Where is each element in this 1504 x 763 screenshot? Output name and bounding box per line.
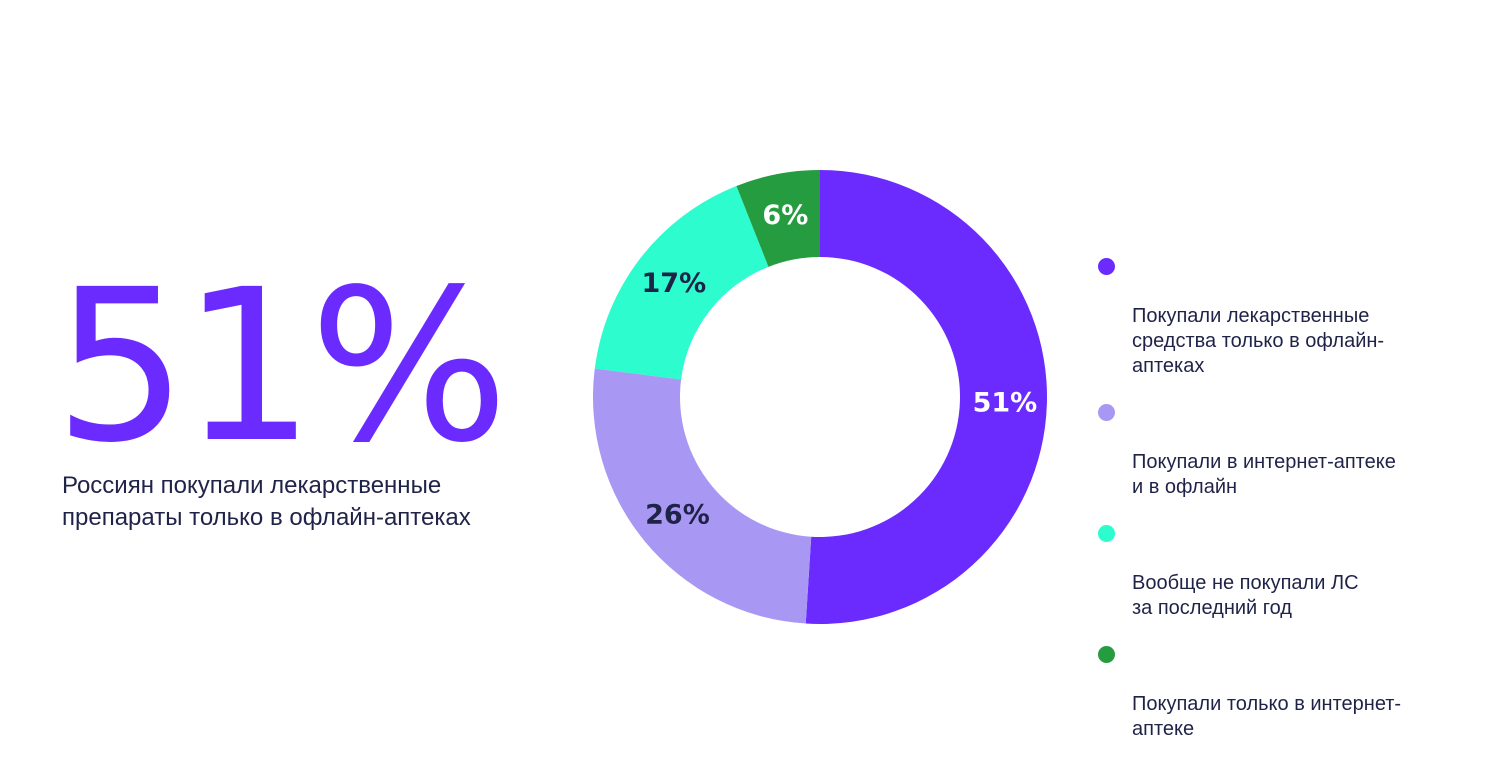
legend-item-offline-only: Покупали лекарственные средства только в… bbox=[1098, 254, 1488, 379]
legend-dot-icon bbox=[1098, 525, 1115, 542]
legend-dot-icon bbox=[1098, 404, 1115, 421]
donut-chart: 51% 26% 17% 6% bbox=[593, 170, 1048, 624]
legend-label: Покупали только в интернет- аптеке bbox=[1132, 693, 1402, 740]
legend-item-online-and-offline: Покупали в интернет-аптеке и в офлайн bbox=[1098, 400, 1488, 500]
slice-label-not-purchased: 17% bbox=[642, 268, 707, 299]
slice-offline-only bbox=[805, 170, 1048, 624]
legend-label: Покупали лекарственные средства только в… bbox=[1132, 305, 1385, 377]
legend-label: Покупали в интернет-аптеке и в офлайн bbox=[1132, 451, 1396, 498]
donut-labels: 51% 26% 17% 6% bbox=[642, 200, 1038, 531]
legend-label: Вообще не покупали ЛС за последний год bbox=[1132, 572, 1359, 619]
legend-dot-icon bbox=[1098, 258, 1115, 275]
legend-item-not-purchased: Вообще не покупали ЛС за последний год bbox=[1098, 521, 1488, 621]
slice-label-online-and-offline: 26% bbox=[645, 499, 710, 530]
legend-dot-icon bbox=[1098, 646, 1115, 663]
slice-online-only bbox=[736, 170, 820, 267]
headline-stat: 51% bbox=[54, 244, 509, 489]
slice-label-offline-only: 51% bbox=[973, 387, 1038, 418]
headline-caption: Россиян покупали лекарственные препараты… bbox=[62, 472, 471, 531]
donut-slices bbox=[593, 170, 1048, 624]
chart-legend: Покупали лекарственные средства только в… bbox=[1098, 254, 1488, 763]
slice-online-and-offline bbox=[593, 368, 812, 624]
legend-item-online-only: Покупали только в интернет- аптеке bbox=[1098, 642, 1488, 742]
slice-not-purchased bbox=[594, 185, 769, 380]
slice-label-online-only: 6% bbox=[762, 200, 808, 231]
